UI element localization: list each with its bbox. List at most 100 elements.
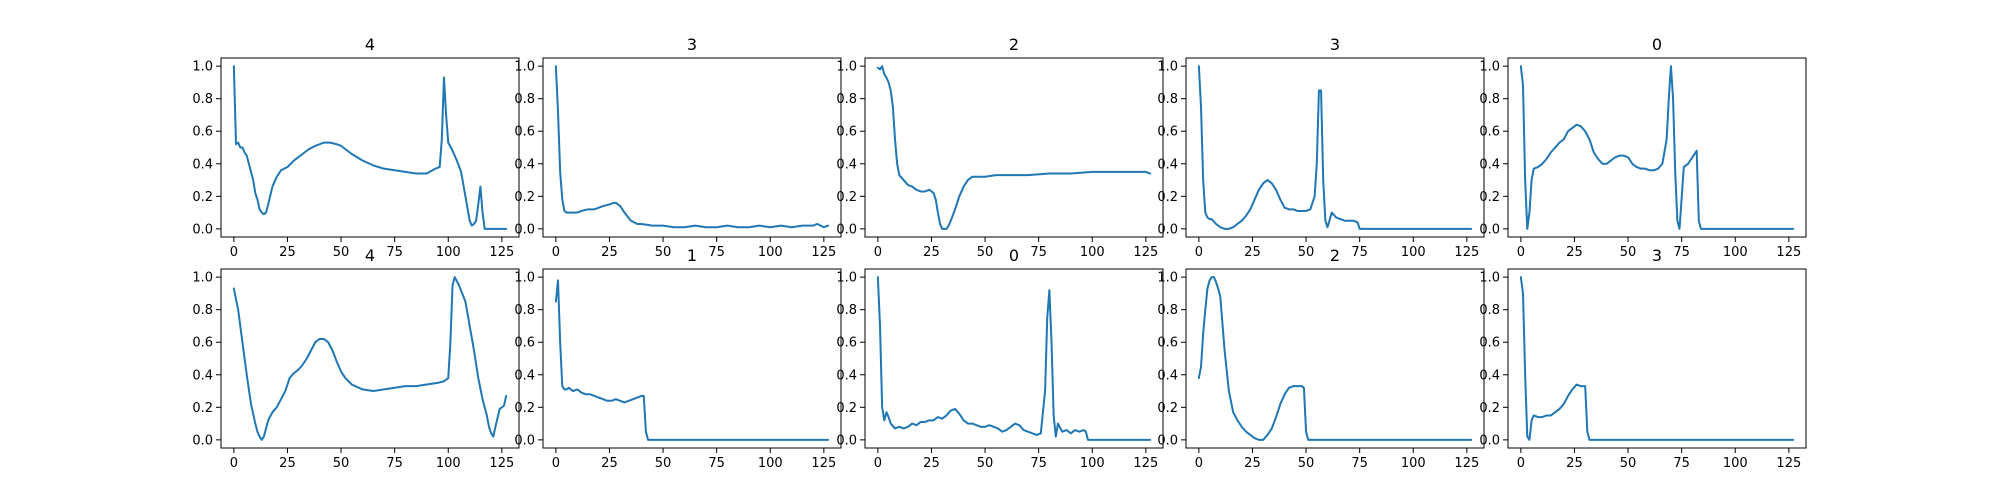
y-tick-label: 1.0 [1479, 271, 1500, 286]
x-tick-label: 125 [1454, 456, 1479, 471]
y-tick-label: 0.4 [1157, 368, 1178, 383]
x-tick-label: 50 [655, 245, 672, 260]
x-tick-label: 0 [1195, 456, 1203, 471]
y-tick-label: 0.8 [192, 303, 213, 318]
axes-frame [220, 268, 520, 449]
x-tick-label: 50 [977, 245, 994, 260]
y-tick-label: 0.0 [514, 222, 535, 237]
x-tick-label: 100 [1080, 456, 1105, 471]
subplot-4: 3 0 25 50 75 100 125 0.0 0.2 0.4 0.6 0.8 1.0 [1157, 35, 1485, 260]
x-tick-label: 0 [1517, 456, 1525, 471]
y-tick-label: 1.0 [514, 271, 535, 286]
y-tick-label: 0.6 [1157, 125, 1178, 140]
x-tick-label: 50 [655, 456, 672, 471]
y-tick-label: 0.8 [1479, 92, 1500, 107]
x-tick-label: 25 [923, 245, 940, 260]
y-tick-label: 0.0 [1157, 222, 1178, 237]
x-tick-label: 25 [1244, 245, 1261, 260]
x-tick-label: 25 [279, 245, 296, 260]
x-tick-label: 50 [1620, 245, 1637, 260]
subplot-title: 0 [1009, 246, 1019, 265]
y-tick-label: 0.4 [192, 157, 213, 172]
subplot-10: 3 0 25 50 75 100 125 0.0 0.2 0.4 0.6 0.8 1.0 [1479, 246, 1807, 471]
x-tick-label: 75 [1030, 245, 1047, 260]
y-tick-label: 0.8 [1479, 303, 1500, 318]
x-tick-label: 75 [1351, 456, 1368, 471]
y-tick-label: 0.2 [836, 190, 857, 205]
y-tick-label: 0.2 [1157, 190, 1178, 205]
x-tick-label: 50 [333, 245, 350, 260]
y-tick-label: 1.0 [192, 60, 213, 75]
y-tick-label: 0.8 [1157, 303, 1178, 318]
x-tick-label: 0 [552, 456, 560, 471]
y-tick-label: 0.8 [836, 303, 857, 318]
x-tick-label: 100 [1723, 456, 1748, 471]
series-line [232, 276, 508, 441]
series-line [232, 65, 508, 230]
y-tick-label: 0.8 [1157, 92, 1178, 107]
x-tick-label: 25 [601, 245, 618, 260]
x-tick-label: 0 [230, 456, 238, 471]
x-tick-label: 100 [1080, 245, 1105, 260]
x-tick-label: 50 [1298, 245, 1315, 260]
y-tick-label: 0.6 [1479, 125, 1500, 140]
y-tick-label: 0.0 [1157, 433, 1178, 448]
y-tick-label: 0.6 [514, 336, 535, 351]
x-tick-label: 125 [811, 245, 836, 260]
y-tick-label: 0.6 [514, 125, 535, 140]
y-tick-label: 0.6 [1157, 336, 1178, 351]
x-tick-label: 50 [333, 456, 350, 471]
y-tick-label: 0.4 [1157, 157, 1178, 172]
y-tick-label: 0.4 [1479, 157, 1500, 172]
y-tick-label: 0.2 [514, 190, 535, 205]
y-tick-label: 1.0 [1157, 60, 1178, 75]
x-tick-label: 0 [1195, 245, 1203, 260]
subplot-title: 3 [1330, 35, 1340, 54]
x-tick-label: 125 [1454, 245, 1479, 260]
axes-frame [1507, 57, 1807, 238]
x-tick-label: 25 [1244, 456, 1261, 471]
series-line [1197, 65, 1473, 230]
y-tick-label: 0.8 [836, 92, 857, 107]
y-tick-label: 0.0 [192, 222, 213, 237]
x-tick-label: 25 [1566, 456, 1583, 471]
x-tick-label: 100 [1401, 245, 1426, 260]
y-tick-label: 0.4 [514, 157, 535, 172]
y-tick-label: 1.0 [514, 60, 535, 75]
x-tick-label: 75 [1030, 456, 1047, 471]
series-line [1519, 276, 1795, 441]
x-tick-label: 50 [1298, 456, 1315, 471]
axes-frame [542, 268, 842, 449]
x-tick-label: 25 [1566, 245, 1583, 260]
series-line [1519, 65, 1795, 230]
subplot-title: 2 [1330, 246, 1340, 265]
y-tick-label: 0.2 [1479, 190, 1500, 205]
subplot-title: 3 [1652, 246, 1662, 265]
axes-frame [1185, 268, 1485, 449]
subplot-title: 4 [365, 35, 375, 54]
series-line [554, 65, 830, 229]
x-tick-label: 75 [1673, 456, 1690, 471]
y-tick-label: 0.4 [514, 368, 535, 383]
x-tick-label: 0 [552, 245, 560, 260]
x-tick-label: 100 [758, 245, 783, 260]
y-tick-label: 0.2 [192, 401, 213, 416]
x-tick-label: 125 [1776, 456, 1801, 471]
y-tick-label: 0.0 [1479, 222, 1500, 237]
x-tick-label: 100 [1723, 245, 1748, 260]
x-tick-label: 25 [601, 456, 618, 471]
x-tick-label: 0 [1517, 245, 1525, 260]
x-tick-label: 75 [708, 245, 725, 260]
x-tick-label: 50 [977, 456, 994, 471]
subplot-8: 0 0 25 50 75 100 125 0.0 0.2 0.4 0.6 0.8 1.0 [836, 246, 1164, 471]
y-tick-label: 1.0 [1157, 271, 1178, 286]
y-tick-label: 0.0 [192, 433, 213, 448]
y-tick-label: 0.2 [1157, 401, 1178, 416]
subplot-7: 1 0 25 50 75 100 125 0.0 0.2 0.4 0.6 0.8 1.0 [514, 246, 842, 471]
subplot-9: 2 0 25 50 75 100 125 0.0 0.2 0.4 0.6 0.8 1.0 [1157, 246, 1485, 471]
y-tick-label: 0.6 [192, 336, 213, 351]
subplot-5: 0 0 25 50 75 100 125 0.0 0.2 0.4 0.6 0.8 1.0 [1479, 35, 1807, 260]
y-tick-label: 0.2 [192, 190, 213, 205]
subplot-2: 3 0 25 50 75 100 125 0.0 0.2 0.4 0.6 0.8 1.0 [514, 35, 842, 260]
